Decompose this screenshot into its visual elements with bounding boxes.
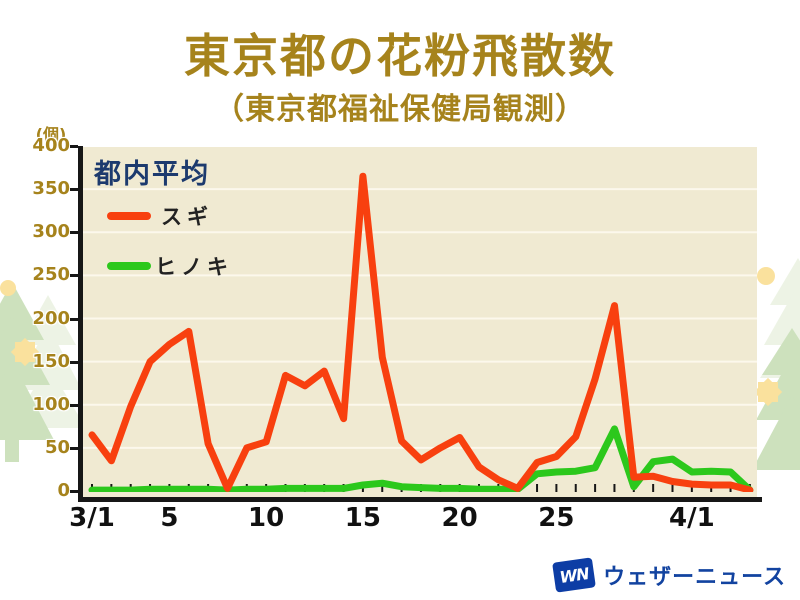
pollen-dot [0, 280, 16, 296]
y-tick-mark [70, 490, 78, 493]
hinoki-legend-line-swatch [107, 262, 151, 270]
x-tick-label: 25 [538, 503, 575, 533]
y-tick-label: 100 [32, 393, 70, 415]
x-tick-label: 15 [344, 503, 381, 533]
y-tick-mark [70, 446, 78, 450]
wn-logo-mark-icon: WN [552, 557, 596, 593]
series-line-スギ [88, 172, 754, 492]
sugi-legend-label: スギ [161, 205, 213, 229]
sugi-legend-line-swatch [107, 212, 151, 220]
legend-title: 都内平均 [94, 159, 210, 190]
hinoki-legend-label: ヒノキ [155, 255, 233, 279]
y-tick-mark [70, 403, 78, 407]
x-tick-label: 10 [248, 503, 285, 533]
y-tick-mark [70, 188, 78, 192]
page-subtitle: （東京都福祉保健局観測） [214, 92, 586, 127]
y-tick-label: 350 [32, 178, 70, 200]
y-tick-label: 150 [32, 350, 70, 372]
y-tick-mark [70, 231, 78, 235]
y-tick-mark [70, 274, 78, 278]
x-tick-label: 4/1 [669, 503, 715, 533]
y-tick-mark [70, 360, 78, 364]
y-tick-label: 0 [57, 480, 70, 501]
y-tick-mark [70, 145, 78, 148]
weathernews-logo: WN ウェザーニュース [552, 556, 786, 594]
weathernews-logo-text: ウェザーニュース [603, 565, 786, 590]
x-tick-label: 20 [441, 503, 478, 533]
y-tick-label: 250 [32, 264, 70, 286]
page-title: 東京都の花粉飛散数 [184, 29, 616, 83]
y-tick-mark [70, 317, 78, 321]
y-tick-label: 400 [32, 135, 70, 156]
y-axis-unit-label: (個) [35, 125, 67, 144]
y-tick-label: 50 [44, 436, 70, 458]
chart-axes-frame [78, 146, 762, 502]
y-tick-label: 200 [32, 307, 70, 329]
plot-area-background [83, 147, 757, 497]
x-tick-label: 3/1 [69, 503, 115, 533]
y-tick-label: 300 [32, 221, 70, 243]
pollen-line-chart [83, 172, 757, 492]
x-tick-label: 5 [160, 503, 179, 533]
